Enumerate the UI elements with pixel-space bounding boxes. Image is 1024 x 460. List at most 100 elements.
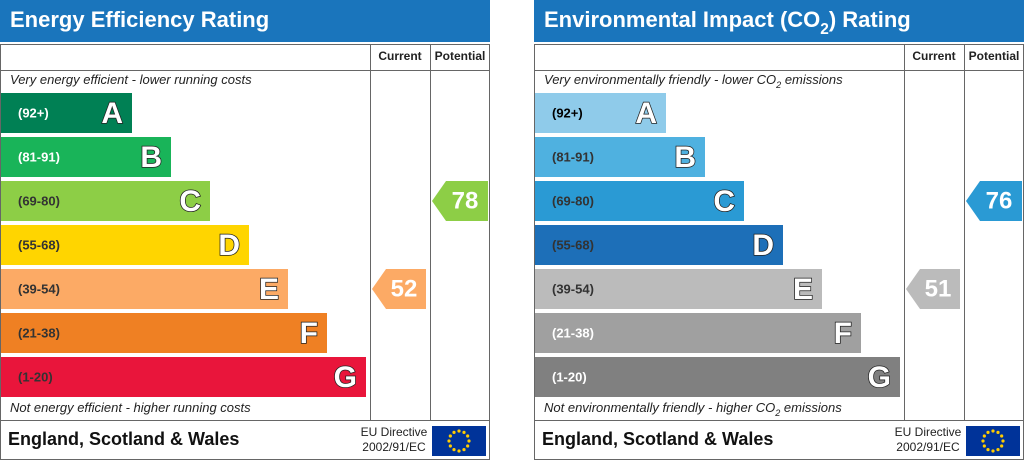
text-part: Very environmentally friendly - lower CO: [544, 72, 776, 87]
subscript: 2: [774, 408, 780, 418]
directive: EU Directive: [895, 425, 962, 439]
band-range: (92+): [552, 105, 583, 120]
flag-star: [467, 439, 471, 443]
band-bar: [535, 357, 900, 397]
flag-star: [982, 434, 986, 438]
band-range: (1-20): [552, 369, 587, 384]
column-header: Current: [378, 49, 421, 63]
flag-star: [462, 430, 466, 434]
band-letter: G: [868, 361, 891, 394]
flag-star: [991, 429, 995, 433]
column-header: Potential: [435, 49, 486, 63]
panel-title: Energy Efficiency Rating: [10, 7, 269, 32]
band-bar: [535, 225, 783, 265]
region: England, Scotland & Wales: [8, 429, 239, 449]
band-range: (39-54): [18, 281, 60, 296]
band-letter: A: [101, 97, 123, 130]
band-range: (55-68): [18, 237, 60, 252]
band-bar: [535, 93, 666, 133]
flag-star: [982, 444, 986, 448]
band-range: (39-54): [552, 281, 594, 296]
band-range: (81-91): [552, 149, 594, 164]
band-bar: [1, 181, 210, 221]
flag-star: [448, 434, 452, 438]
bottom-note: Not environmentally friendly - higher CO…: [544, 400, 842, 418]
text-part: emissions: [780, 400, 842, 415]
flag-star: [447, 439, 451, 443]
potential-arrow: [966, 181, 1022, 221]
band-range: (92+): [18, 105, 49, 120]
band-range: (81-91): [18, 149, 60, 164]
band-range: (21-38): [18, 325, 60, 340]
band-letter: C: [179, 185, 201, 218]
band-letter: B: [674, 141, 696, 174]
flag-star: [448, 444, 452, 448]
current-rating: 51: [925, 275, 952, 302]
subscript: 2: [775, 80, 781, 90]
directive: 2002/91/EC: [896, 440, 960, 454]
current-rating: 52: [391, 275, 418, 302]
flag-star: [466, 444, 470, 448]
top-note: Very energy efficient - lower running co…: [10, 72, 252, 87]
text-part: Energy Efficiency Rating: [10, 7, 269, 32]
flag-star: [457, 449, 461, 453]
band-range: (1-20): [18, 369, 53, 384]
band-letter: A: [635, 97, 657, 130]
band-bar: [1, 137, 171, 177]
band-range: (21-38): [552, 325, 594, 340]
band-letter: F: [834, 317, 852, 350]
band-range: (55-68): [552, 237, 594, 252]
band-bar: [1, 357, 366, 397]
panel-title: Environmental Impact (CO2) Rating: [544, 7, 911, 38]
potential-arrow: [432, 181, 488, 221]
band-bar: [1, 269, 288, 309]
potential-rating: 76: [986, 187, 1013, 214]
text-part: Not energy efficient - higher running co…: [10, 400, 251, 415]
flag-star: [986, 448, 990, 452]
top-note: Very environmentally friendly - lower CO…: [544, 72, 843, 90]
flag-star: [462, 448, 466, 452]
flag-star: [991, 449, 995, 453]
flag-star: [996, 430, 1000, 434]
band-letter: G: [334, 361, 357, 394]
directive: EU Directive: [361, 425, 428, 439]
flag-star: [1001, 439, 1005, 443]
subscript: 2: [820, 21, 829, 38]
band-letter: B: [140, 141, 162, 174]
band-letter: D: [752, 229, 774, 262]
band-letter: E: [259, 273, 279, 306]
band-bar: [1, 313, 327, 353]
band-bar: [535, 313, 861, 353]
flag-star: [996, 448, 1000, 452]
current-arrow: [906, 269, 960, 309]
band-letter: E: [793, 273, 813, 306]
band-range: (69-80): [18, 193, 60, 208]
flag-star: [1000, 444, 1004, 448]
band-bar: [1, 225, 249, 265]
band-letter: D: [218, 229, 240, 262]
rating-panel: Energy Efficiency Rating Current Potential…: [0, 0, 490, 460]
header-bar: [534, 0, 1024, 42]
band-range: (69-80): [552, 193, 594, 208]
current-arrow: [372, 269, 426, 309]
bottom-note: Not energy efficient - higher running co…: [10, 400, 251, 415]
band-bar: [535, 181, 744, 221]
flag-star: [457, 429, 461, 433]
text-part: Very energy efficient - lower running co…: [10, 72, 252, 87]
band-bar: [535, 137, 705, 177]
column-header: Current: [912, 49, 955, 63]
text-part: emissions: [781, 72, 843, 87]
rating-panel: Environmental Impact (CO2) RatingCurrent…: [534, 0, 1024, 460]
flag-star: [981, 439, 985, 443]
band-bar: [1, 93, 132, 133]
flag-star: [1000, 434, 1004, 438]
flag-star: [466, 434, 470, 438]
flag-star: [452, 430, 456, 434]
column-header: Potential: [969, 49, 1020, 63]
band-letter: F: [300, 317, 318, 350]
text-part: Not environmentally friendly - higher CO: [544, 400, 775, 415]
text-part: ) Rating: [829, 7, 911, 32]
directive: 2002/91/EC: [362, 440, 426, 454]
